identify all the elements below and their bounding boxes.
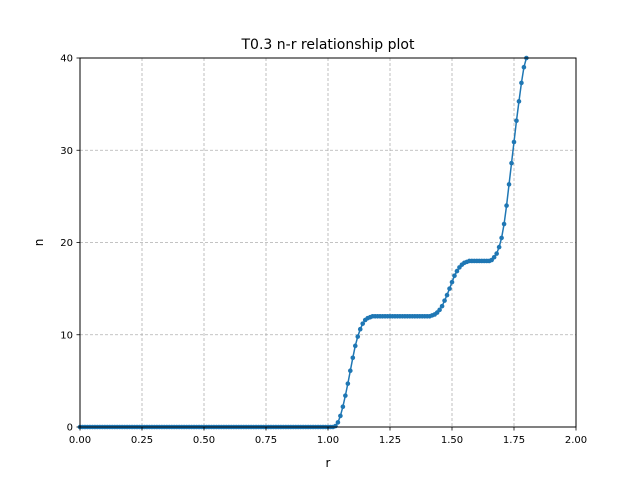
data-point — [499, 235, 504, 241]
data-point — [509, 160, 514, 166]
x-tick-label: 2.00 — [565, 435, 587, 446]
data-point — [348, 368, 353, 374]
data-point — [350, 355, 356, 361]
ticks: 0.00 0.25 0.50 0.75 1.00 1.25 1.50 1.75 2.00 0 10 2… — [60, 54, 587, 447]
data-point — [437, 307, 442, 313]
data-point — [444, 292, 450, 298]
data-point — [511, 139, 517, 145]
x-tick-label: 1.25 — [379, 435, 401, 446]
data-point — [439, 303, 445, 309]
data-point — [501, 221, 507, 227]
data-point — [521, 64, 527, 70]
data-point — [494, 251, 499, 256]
x-axis-label: r — [326, 456, 331, 470]
x-tick-label: 1.00 — [317, 435, 339, 446]
x-tick-label: 1.50 — [441, 435, 463, 446]
data-point — [516, 99, 522, 104]
x-tick-label: 0.50 — [193, 435, 215, 446]
x-tick-label: 0.00 — [69, 435, 91, 446]
data-point — [352, 343, 358, 349]
data-point — [496, 244, 502, 250]
y-tick-label: 40 — [60, 54, 73, 65]
data-point — [449, 279, 455, 285]
x-tick-label: 0.75 — [255, 435, 277, 446]
y-tick-label: 30 — [60, 146, 73, 157]
data-point — [491, 254, 497, 260]
data-point — [452, 273, 457, 279]
data-point — [514, 118, 519, 124]
data-point — [338, 413, 343, 419]
chart-title: T0.3 n-r relationship plot — [241, 37, 415, 53]
y-tick-label: 10 — [60, 330, 73, 341]
x-tick-label: 0.25 — [131, 435, 153, 446]
data-point — [357, 326, 363, 332]
data-point — [442, 298, 447, 303]
data-point — [355, 334, 361, 339]
data-point — [504, 203, 509, 208]
data-point — [506, 182, 512, 187]
y-axis-label: n — [32, 239, 46, 247]
data-point — [360, 321, 366, 326]
data-point — [519, 80, 524, 86]
data-point — [345, 381, 351, 386]
y-tick-label: 0 — [67, 423, 73, 434]
x-tick-label: 1.75 — [503, 435, 525, 446]
data-point — [454, 268, 460, 274]
data-point — [335, 420, 341, 425]
y-tick-label: 20 — [60, 238, 73, 249]
data-point — [343, 393, 348, 398]
data-point — [447, 286, 452, 291]
data-point — [340, 404, 346, 410]
